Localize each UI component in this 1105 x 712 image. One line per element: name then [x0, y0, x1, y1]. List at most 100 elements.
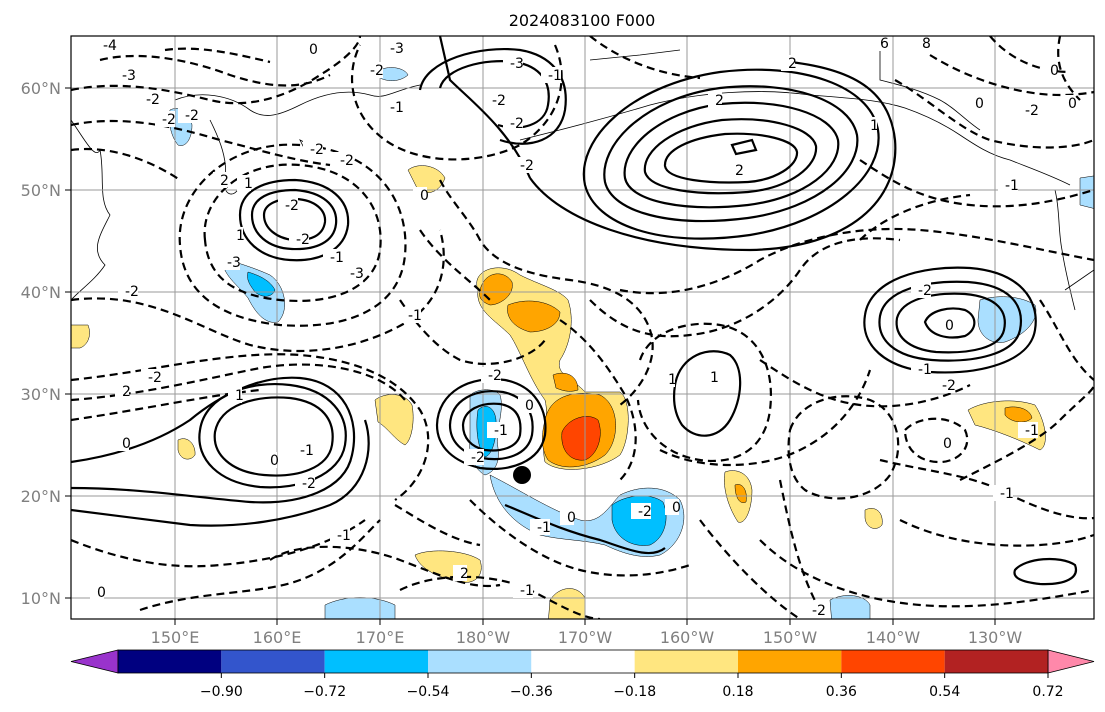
contour-label-bg: [363, 62, 383, 78]
contour-label: -1: [1000, 486, 1014, 502]
contour-label: 1: [710, 370, 719, 386]
contour-low-e: [923, 307, 976, 339]
contours: [71, 36, 1094, 619]
contour-neg: [269, 545, 501, 587]
contour-label: -1: [1025, 423, 1039, 439]
colorbar-swatch: [324, 650, 428, 673]
shade-yellow: [864, 508, 883, 529]
contour-label: -1: [408, 308, 422, 324]
contour-label-bg: [213, 172, 227, 188]
contour-label: -2: [492, 93, 506, 109]
contour-label: -2: [296, 232, 310, 248]
contour-neg: [350, 44, 563, 161]
contour-neg: [859, 159, 1094, 208]
contour-neg: [589, 237, 901, 338]
colorbar-extend-high: [1047, 649, 1095, 674]
contour-label-bg: [330, 527, 350, 543]
contour-label: -1: [494, 423, 508, 439]
contour-low-w: [71, 376, 356, 504]
contour-label: -3: [390, 41, 404, 57]
contour-label-bg: [503, 115, 523, 131]
shade-blue: [247, 271, 276, 297]
contour-label: 2: [715, 93, 724, 109]
contour-neg: [619, 227, 1094, 295]
contour-neg: [139, 519, 381, 612]
map-panel: -4-3-20 -3-2-1-2-2-2-20-1-2-3-2-1-2-2-322…: [71, 36, 1094, 619]
contour-label: -2: [510, 116, 524, 132]
contour-label: -4: [103, 38, 117, 54]
colorbar-swatch: [118, 650, 222, 673]
contour-label: -1: [1005, 178, 1019, 194]
contour-label-bg: [935, 377, 955, 393]
lat-label: 30°N: [21, 385, 61, 404]
shade-yellow: [374, 394, 414, 446]
contour-low-w: [198, 383, 347, 489]
contour-label-bg: [665, 499, 679, 515]
contour-label: 0: [943, 436, 952, 452]
shade-yellow: [71, 324, 90, 349]
contour-label-bg: [487, 422, 507, 438]
contour-label-bg: [513, 157, 533, 173]
colorbar-tick-label: −0.36: [510, 684, 553, 700]
colorbar-swatch: [944, 650, 1048, 673]
contour-label: 0: [945, 318, 954, 334]
contour-label-bg: [333, 152, 353, 168]
contour-neg: [439, 179, 654, 406]
shade-blue: [476, 406, 497, 458]
lat-label: 50°N: [21, 181, 61, 200]
contour-neg: [759, 359, 971, 408]
contour-label: -1: [548, 68, 562, 84]
contour-neg: [899, 519, 1094, 547]
shade-light-blue: [977, 296, 1037, 343]
lon-label: 180°W: [456, 628, 511, 647]
contour-label: -2: [488, 368, 502, 384]
contour-neg: [778, 479, 821, 611]
contour-label: -1: [537, 520, 551, 536]
contour-label-bg: [911, 361, 931, 377]
contour-label: -2: [918, 283, 932, 299]
contour-label: -2: [942, 378, 956, 394]
contour-neg: [71, 363, 406, 402]
contour-label-bg: [302, 41, 316, 57]
shade-orange: [507, 300, 561, 333]
contour-neg: [699, 519, 801, 619]
contour-label-bg: [228, 387, 242, 403]
contour-label-bg: [1043, 62, 1057, 78]
contour-label: 6: [880, 36, 889, 52]
colorbar-swatch: [634, 650, 738, 673]
contour-neg: [636, 322, 772, 462]
shade-orange: [552, 372, 579, 392]
contour-neg: [559, 319, 637, 481]
contour-label: -2: [638, 504, 652, 520]
contour-label-bg: [289, 231, 309, 247]
contour-label: 0: [1050, 63, 1059, 79]
contour-label: 2: [788, 56, 797, 72]
contour-label: 0: [420, 188, 429, 204]
contour-low-e: [863, 266, 1037, 374]
colorbar-frame: [117, 649, 1049, 674]
colorbar-swatch: [221, 650, 325, 673]
colorbar-swatch: [428, 650, 532, 673]
contour-label: 1: [244, 176, 253, 192]
contour-label-bg: [413, 187, 427, 203]
contour-label-bg: [118, 283, 138, 299]
contour-neg: [394, 504, 481, 547]
lon-label: 160°E: [253, 628, 302, 647]
contour-label-bg: [237, 175, 251, 191]
colorbar-tick-label: −0.90: [200, 684, 243, 700]
contour-neg: [71, 229, 445, 353]
contour-label: 0: [122, 436, 131, 452]
colorbar-tick-label: 0.36: [826, 684, 857, 700]
contour-label-bg: [115, 435, 129, 451]
contour-neg: [859, 193, 971, 241]
shaded-fields: [71, 67, 1094, 619]
contour-label: 8: [922, 36, 931, 52]
contour-label: -2: [1025, 103, 1039, 119]
contour-label-bg: [513, 582, 533, 598]
colorbar: −0.90 −0.72 −0.54 −0.36 −0.18 0.18 0.36 0.54 0.7…: [70, 649, 1095, 700]
figure-title: 2024083100 F000: [509, 11, 656, 30]
contour-low-e: [895, 292, 1006, 354]
lon-label: 130°W: [968, 628, 1023, 647]
contour-label: -2: [340, 153, 354, 169]
shade-yellow: [177, 438, 196, 460]
